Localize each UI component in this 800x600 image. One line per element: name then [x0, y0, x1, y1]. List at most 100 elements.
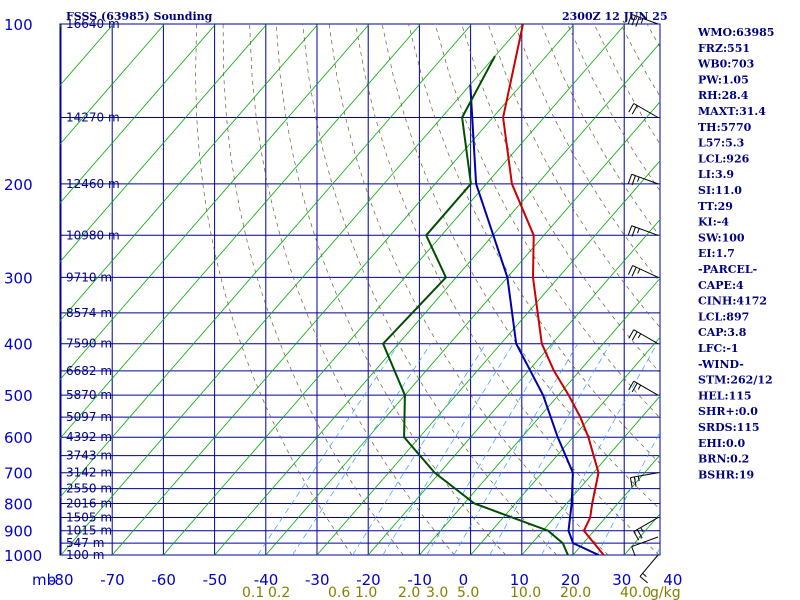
isotherm--60 — [163, 24, 626, 555]
temperature-trace — [502, 24, 605, 555]
barb-half — [640, 18, 644, 24]
barb-flag — [627, 265, 634, 275]
barb-shaft — [633, 380, 659, 396]
wind-barb-700 — [629, 472, 659, 488]
pressure-grid — [59, 23, 661, 556]
mixing-ratio-lines — [257, 343, 660, 555]
barb-flag — [633, 476, 637, 487]
mixing-ratio-line-1.0 — [382, 343, 514, 555]
barb-half — [642, 573, 647, 577]
barb-flag — [628, 103, 635, 113]
index-line: TH:5770 — [698, 121, 752, 134]
mixing-ratio-line-10.0 — [541, 343, 658, 555]
barb-shaft — [631, 536, 659, 548]
barb-flag — [629, 477, 633, 488]
height-label-500: 5870 m — [66, 388, 112, 402]
mixing-ratio-unit: g/kg — [650, 585, 681, 600]
barb-shaft — [631, 173, 659, 185]
temp-label--30: -30 — [305, 571, 330, 589]
isotherm--120 — [60, 24, 319, 322]
index-line: SRDS:115 — [698, 421, 760, 434]
barb-shaft — [631, 225, 659, 236]
height-label-850: 1505 m — [66, 511, 112, 525]
index-line: PW:1.05 — [698, 73, 749, 86]
dry-adiabat-360 — [487, 24, 660, 328]
index-line: HEL:115 — [698, 389, 752, 402]
isotherm--100 — [60, 24, 421, 440]
dry-adiabat-370 — [514, 24, 660, 283]
pressure-label-800: 800 — [4, 496, 33, 514]
isotherm--30 — [316, 160, 660, 555]
index-line: LCL:926 — [698, 152, 750, 165]
barb-half — [637, 176, 640, 182]
index-line: RH:28.4 — [698, 89, 749, 102]
barb-flag — [627, 14, 633, 24]
chart-title: FSSS (63985) Sounding — [66, 10, 213, 23]
index-line: STM:262/12 — [698, 374, 773, 387]
dry-adiabat-290 — [302, 24, 558, 555]
wind-barb-300 — [627, 265, 659, 278]
mixing-ratio-label-5.0: 5.0 — [457, 585, 479, 600]
barb-shaft — [639, 554, 659, 577]
wind-barb-500 — [628, 380, 659, 396]
barb-flag — [627, 225, 633, 236]
index-line: -WIND- — [698, 358, 744, 371]
parcel-trace — [469, 84, 600, 555]
barb-half — [637, 333, 642, 339]
barb-half — [637, 228, 640, 234]
isotherm--150 — [60, 24, 165, 145]
barb-shaft — [633, 103, 659, 118]
isotherm--20 — [367, 218, 660, 555]
skewed-isotherms — [60, 24, 660, 555]
dry-adiabat-460 — [753, 24, 800, 555]
height-label-1000: 100 m — [66, 548, 104, 562]
barb-flag — [639, 576, 648, 584]
height-label-950: 547 m — [66, 536, 104, 550]
index-line: WB0:703 — [697, 58, 754, 71]
mixing-ratio-label-10.0: 10.0 — [510, 585, 541, 600]
barb-flag — [627, 174, 633, 184]
height-label-750: 2550 m — [66, 482, 112, 496]
index-line: CINH:4172 — [698, 295, 767, 308]
barb-flag — [628, 329, 635, 339]
index-line: LI:3.9 — [698, 168, 734, 181]
index-line: LFC:-1 — [698, 342, 739, 355]
isotherm--10 — [419, 277, 660, 555]
temp-label--20: -20 — [356, 571, 381, 589]
temp-label-40: 40 — [663, 571, 682, 589]
isotherm--130 — [60, 24, 268, 263]
wind-barb-200 — [627, 173, 659, 186]
barb-half — [637, 384, 642, 390]
isotherm-20 — [572, 454, 660, 555]
barb-shaft — [633, 329, 659, 345]
height-label-300: 9710 m — [66, 270, 112, 284]
index-line: SHR+:0.0 — [698, 405, 758, 418]
dry-adiabat-250 — [195, 24, 353, 555]
dry-adiabat-300 — [328, 24, 609, 555]
dry-adiabat-330 — [408, 24, 660, 464]
mixing-ratio-line-5.0 — [489, 343, 611, 555]
wind-barb-250 — [627, 225, 659, 237]
dewpoint-trace — [381, 55, 569, 555]
index-line: CAP:3.8 — [698, 326, 747, 339]
barb-flag — [631, 382, 638, 393]
barb-flag — [631, 226, 636, 237]
pressure-label-900: 900 — [4, 523, 33, 541]
wind-barb-100 — [627, 13, 659, 27]
barb-flag — [636, 529, 643, 539]
pressure-unit-label: mb — [32, 571, 56, 589]
height-label-350: 8574 m — [66, 306, 112, 320]
mixing-ratio-label-2.0: 2.0 — [398, 585, 420, 600]
barb-flag — [628, 380, 635, 391]
pressure-label-300: 300 — [4, 269, 33, 287]
index-line: BSHR:19 — [698, 468, 754, 481]
isotherm-0 — [470, 336, 660, 555]
mixing-ratio-label-0.2: 0.2 — [268, 585, 290, 600]
height-label-550: 5097 m — [66, 410, 112, 424]
height-label-200: 12460 m — [66, 177, 120, 191]
isotherm--110 — [60, 24, 370, 381]
wind-barbs — [627, 13, 659, 584]
index-line: LCL:897 — [698, 310, 749, 323]
